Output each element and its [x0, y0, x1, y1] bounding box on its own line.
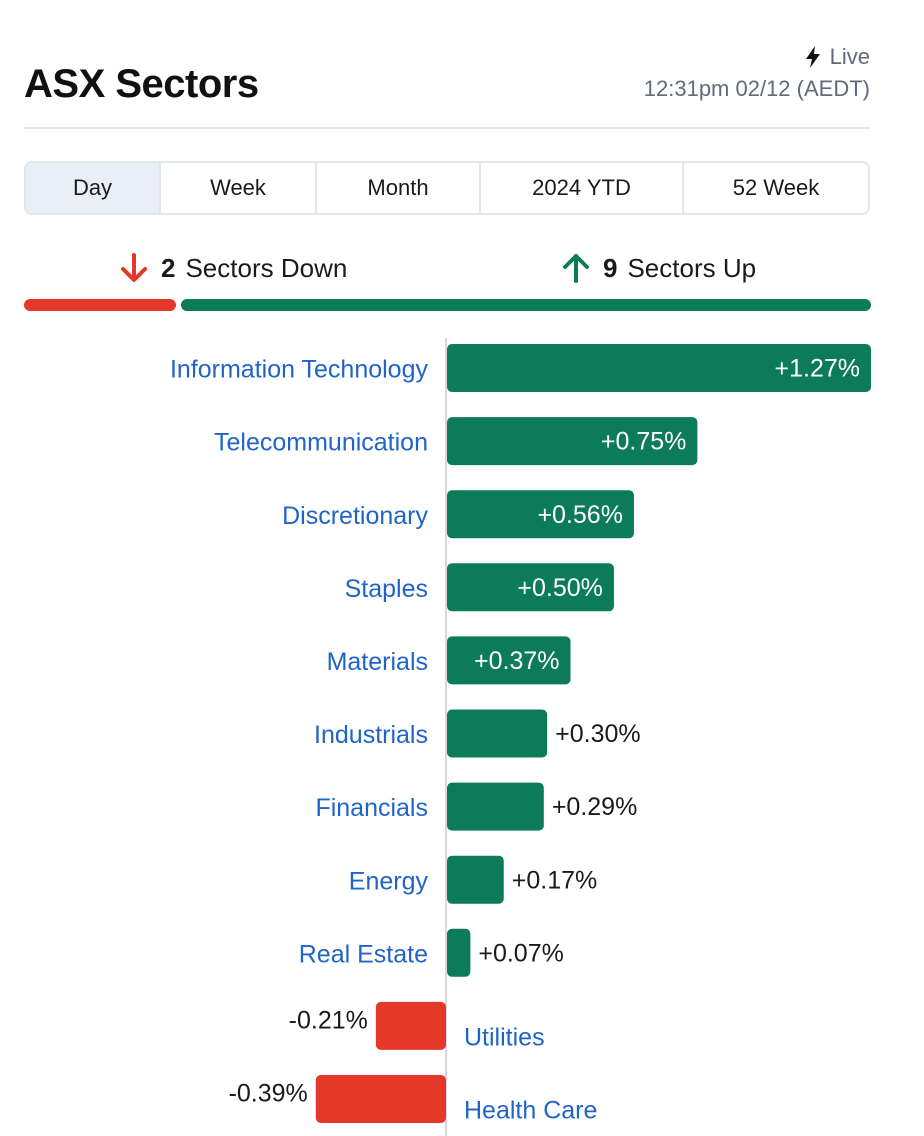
header-divider [24, 127, 870, 129]
value-label-financials: +0.29% [552, 793, 638, 821]
value-label-health-care: -0.39% [229, 1080, 308, 1108]
value-label-materials: +0.37% [474, 647, 560, 675]
sectors-up-label: Sectors Up [627, 252, 757, 283]
bar-staples[interactable] [447, 563, 614, 612]
sector-label-health-care[interactable]: Health Care [464, 1097, 597, 1125]
value-label-energy: +0.17% [512, 866, 598, 894]
bar-discretionary[interactable] [447, 490, 634, 539]
tab-week[interactable]: Week [161, 163, 317, 213]
bar-health-care[interactable] [315, 1075, 446, 1123]
tab-month[interactable]: Month [317, 163, 481, 213]
bar-utilities[interactable] [375, 1001, 446, 1050]
sectors-down-count: 2 [161, 252, 176, 283]
sector-label-staples[interactable]: Staples [345, 575, 428, 603]
sector-label-industrials[interactable]: Industrials [314, 721, 428, 749]
sector-label-materials[interactable]: Materials [327, 648, 428, 676]
sectors-up-summary: 9 Sectors Up [559, 248, 756, 288]
arrow-up-icon [563, 254, 589, 283]
period-tabs: Day Week Month 2024 YTD 52 Week [24, 161, 870, 215]
sector-label-energy[interactable]: Energy [349, 867, 429, 895]
lightning-bolt-icon [805, 46, 820, 68]
value-label-telecommunication: +0.75% [601, 428, 687, 456]
sector-label-financials[interactable]: Financials [315, 794, 428, 822]
live-indicator: Live [804, 44, 870, 70]
timestamp: 12:31pm 02/12 (AEDT) [643, 76, 870, 101]
bar-financials[interactable] [447, 782, 544, 831]
sector-label-information-technology[interactable]: Information Technology [170, 356, 429, 384]
value-label-utilities: -0.21% [289, 1007, 368, 1035]
breadth-bar-up [181, 299, 871, 311]
sectors-down-label: Sectors Down [185, 252, 348, 283]
bar-telecommunication[interactable] [447, 417, 698, 466]
tab-2024-ytd[interactable]: 2024 YTD [481, 163, 684, 213]
sectors-up-count: 9 [603, 252, 618, 283]
breadth-bar-down [24, 299, 176, 311]
sector-bar-chart: Information Technology +1.27% Telecommunic… [170, 338, 871, 1136]
sectors-down-summary: 2 Sectors Down [117, 248, 347, 288]
sector-label-telecommunication[interactable]: Telecommunication [214, 429, 428, 457]
arrow-down-icon [121, 253, 147, 282]
value-label-staples: +0.50% [517, 574, 603, 602]
bar-energy[interactable] [447, 855, 504, 904]
value-label-discretionary: +0.56% [537, 501, 623, 529]
sector-label-real-estate[interactable]: Real Estate [299, 940, 428, 968]
bar-industrials[interactable] [447, 709, 548, 758]
sector-label-discretionary[interactable]: Discretionary [282, 502, 428, 530]
bar-information-technology[interactable] [447, 344, 871, 392]
bar-real-estate[interactable] [447, 928, 471, 977]
bar-materials[interactable] [447, 636, 571, 685]
sector-label-utilities[interactable]: Utilities [464, 1024, 545, 1052]
page-title: ASX Sectors [24, 62, 259, 106]
value-label-information-technology: +1.27% [775, 355, 861, 383]
live-label: Live [829, 44, 870, 69]
value-label-industrials: +0.30% [555, 720, 641, 748]
tab-day[interactable]: Day [26, 163, 161, 213]
tab-52-week[interactable]: 52 Week [732, 175, 820, 200]
value-label-real-estate: +0.07% [478, 939, 564, 967]
